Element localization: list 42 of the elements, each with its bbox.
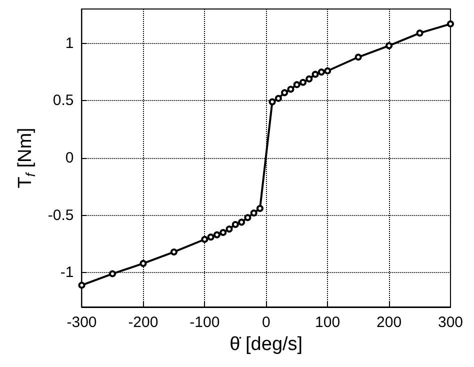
point (207, 234, 214, 241)
point (256, 204, 264, 212)
point (268, 98, 276, 106)
point (354, 54, 362, 61)
point (274, 94, 282, 102)
point (416, 30, 424, 37)
y-tick-label: 1 (65, 34, 74, 52)
point (306, 75, 313, 82)
point (287, 86, 294, 93)
point (140, 260, 147, 267)
y-tick-label: -1 (60, 264, 74, 282)
point (201, 236, 208, 243)
point (108, 270, 116, 278)
x-tick-label: 300 (438, 314, 463, 331)
point (78, 282, 86, 289)
x-tick-label: -200 (128, 314, 158, 331)
point (232, 220, 239, 228)
point (299, 78, 306, 86)
point (220, 229, 227, 236)
x-tick-label: 200 (376, 314, 402, 331)
point (446, 20, 454, 28)
x-tick-label: -100 (190, 314, 220, 331)
y-tick-label: 0.5 (52, 92, 74, 110)
y-tick-label: -0.5 (48, 206, 74, 224)
y-tick-label: 0 (65, 150, 74, 166)
point (213, 231, 220, 238)
x-tick-label: -300 (66, 314, 97, 331)
point (293, 81, 300, 88)
point (238, 218, 246, 226)
x-tick-label: 100 (315, 314, 340, 331)
x-axis-title: θ̇ [deg/s] (230, 334, 303, 355)
point (170, 248, 178, 256)
point (386, 42, 393, 50)
point (281, 89, 288, 96)
point (244, 214, 252, 222)
point (324, 67, 332, 74)
x-tick-label: 0 (262, 314, 270, 331)
point (250, 210, 258, 217)
point (312, 70, 319, 78)
point (226, 226, 233, 233)
y-axis-title: Tf [Nm] (15, 128, 38, 188)
point (318, 68, 325, 76)
